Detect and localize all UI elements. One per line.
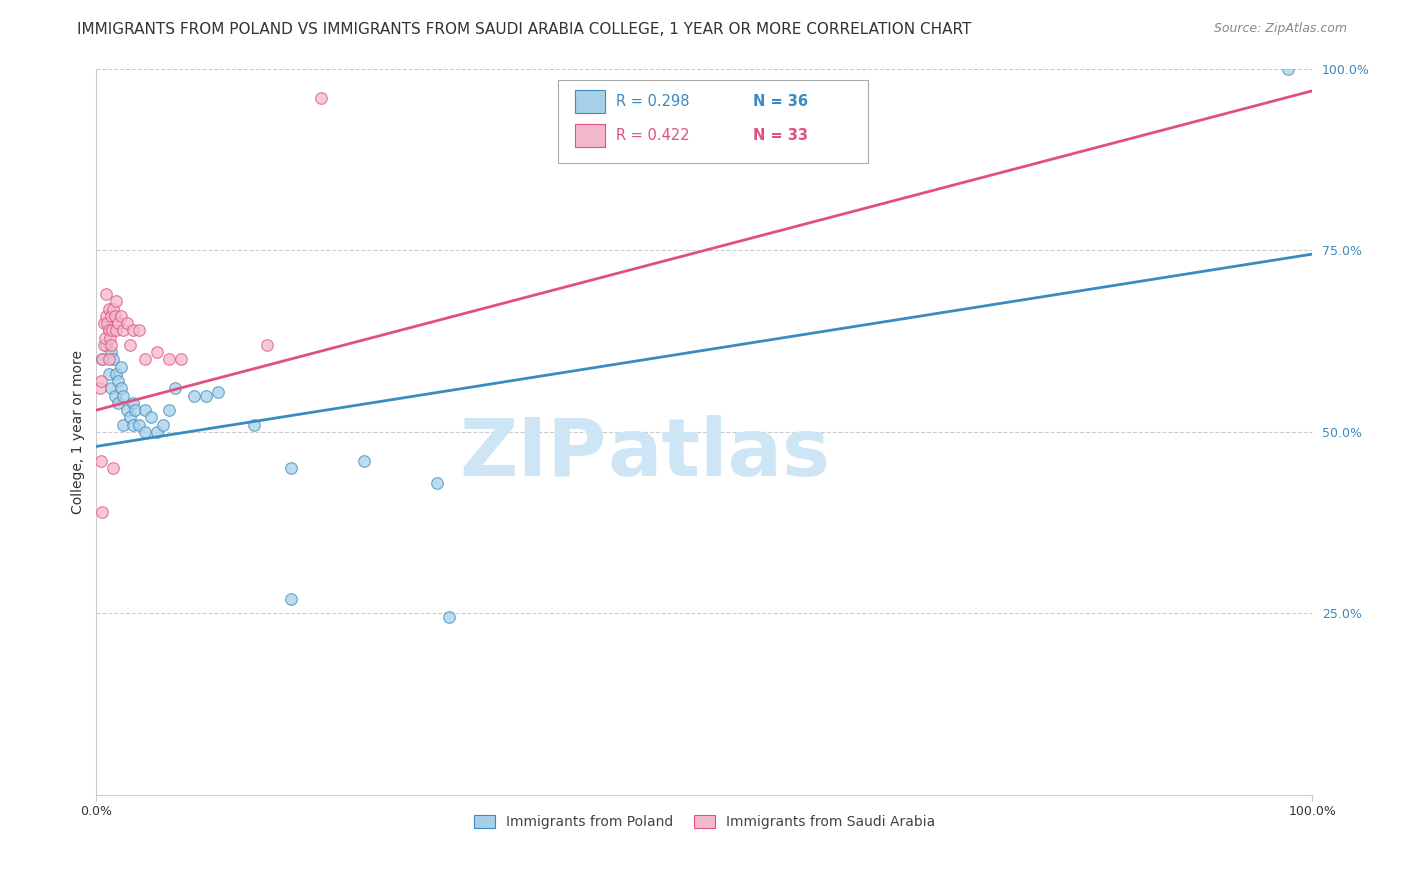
Y-axis label: College, 1 year or more: College, 1 year or more xyxy=(72,350,86,514)
Text: R = 0.298: R = 0.298 xyxy=(616,95,689,109)
FancyBboxPatch shape xyxy=(575,124,605,147)
Point xyxy=(107,316,129,330)
Point xyxy=(134,352,156,367)
Point xyxy=(93,316,115,330)
Point xyxy=(1277,62,1299,76)
Point xyxy=(311,91,333,105)
Point xyxy=(110,309,132,323)
Point xyxy=(353,454,375,468)
Point xyxy=(101,323,124,337)
Point xyxy=(91,352,114,367)
Point xyxy=(183,388,205,402)
Point xyxy=(93,338,115,352)
Point xyxy=(104,323,127,337)
Point xyxy=(121,417,143,432)
Point xyxy=(170,352,193,367)
Point xyxy=(104,309,127,323)
Point xyxy=(103,461,125,475)
Text: ZIP: ZIP xyxy=(460,415,607,492)
Text: Source: ZipAtlas.com: Source: ZipAtlas.com xyxy=(1213,22,1347,36)
Point xyxy=(121,323,143,337)
Point xyxy=(256,338,278,352)
Point xyxy=(94,287,117,301)
FancyBboxPatch shape xyxy=(558,80,869,163)
Text: IMMIGRANTS FROM POLAND VS IMMIGRANTS FROM SAUDI ARABIA COLLEGE, 1 YEAR OR MORE C: IMMIGRANTS FROM POLAND VS IMMIGRANTS FRO… xyxy=(77,22,972,37)
Point xyxy=(94,309,117,323)
Point xyxy=(121,396,143,410)
Point xyxy=(112,417,135,432)
Point xyxy=(128,417,150,432)
Point xyxy=(157,352,180,367)
Point xyxy=(152,417,174,432)
Point xyxy=(107,374,129,388)
Point xyxy=(98,330,121,344)
Point xyxy=(100,309,122,323)
Point xyxy=(110,359,132,374)
Point xyxy=(112,388,135,402)
Point xyxy=(94,330,117,344)
Point xyxy=(146,425,169,439)
Point xyxy=(157,403,180,417)
Point xyxy=(194,388,217,402)
Point xyxy=(94,338,117,352)
Point xyxy=(124,403,146,417)
Point xyxy=(112,323,135,337)
Point xyxy=(100,381,122,395)
Point xyxy=(97,352,120,367)
Point xyxy=(104,388,127,402)
Point xyxy=(280,461,302,475)
Text: atlas: atlas xyxy=(607,415,830,492)
Point xyxy=(96,316,118,330)
Point xyxy=(91,352,114,367)
Point xyxy=(97,323,120,337)
Point xyxy=(103,301,125,316)
Point xyxy=(437,610,460,624)
Point xyxy=(90,374,112,388)
Point xyxy=(110,381,132,395)
Point xyxy=(134,403,156,417)
Point xyxy=(103,352,125,367)
Point xyxy=(134,425,156,439)
Point xyxy=(165,381,187,395)
Point xyxy=(146,345,169,359)
Point xyxy=(120,410,142,425)
Point xyxy=(97,323,120,337)
Point xyxy=(426,475,449,490)
Point xyxy=(120,338,142,352)
Point xyxy=(100,345,122,359)
Point xyxy=(280,591,302,606)
Point xyxy=(139,410,162,425)
Point xyxy=(97,367,120,381)
Text: R = 0.422: R = 0.422 xyxy=(616,128,689,144)
Point xyxy=(115,316,138,330)
Point xyxy=(207,384,229,399)
Point xyxy=(89,381,111,395)
Text: N = 33: N = 33 xyxy=(754,128,808,144)
Point xyxy=(91,505,114,519)
Legend: Immigrants from Poland, Immigrants from Saudi Arabia: Immigrants from Poland, Immigrants from … xyxy=(468,810,941,835)
Point xyxy=(107,396,129,410)
Point xyxy=(128,323,150,337)
Point xyxy=(100,338,122,352)
Point xyxy=(104,367,127,381)
Point xyxy=(115,403,138,417)
Point xyxy=(104,294,127,309)
Point xyxy=(243,417,266,432)
Point xyxy=(90,454,112,468)
FancyBboxPatch shape xyxy=(575,90,605,113)
Text: N = 36: N = 36 xyxy=(754,95,808,109)
Point xyxy=(97,301,120,316)
